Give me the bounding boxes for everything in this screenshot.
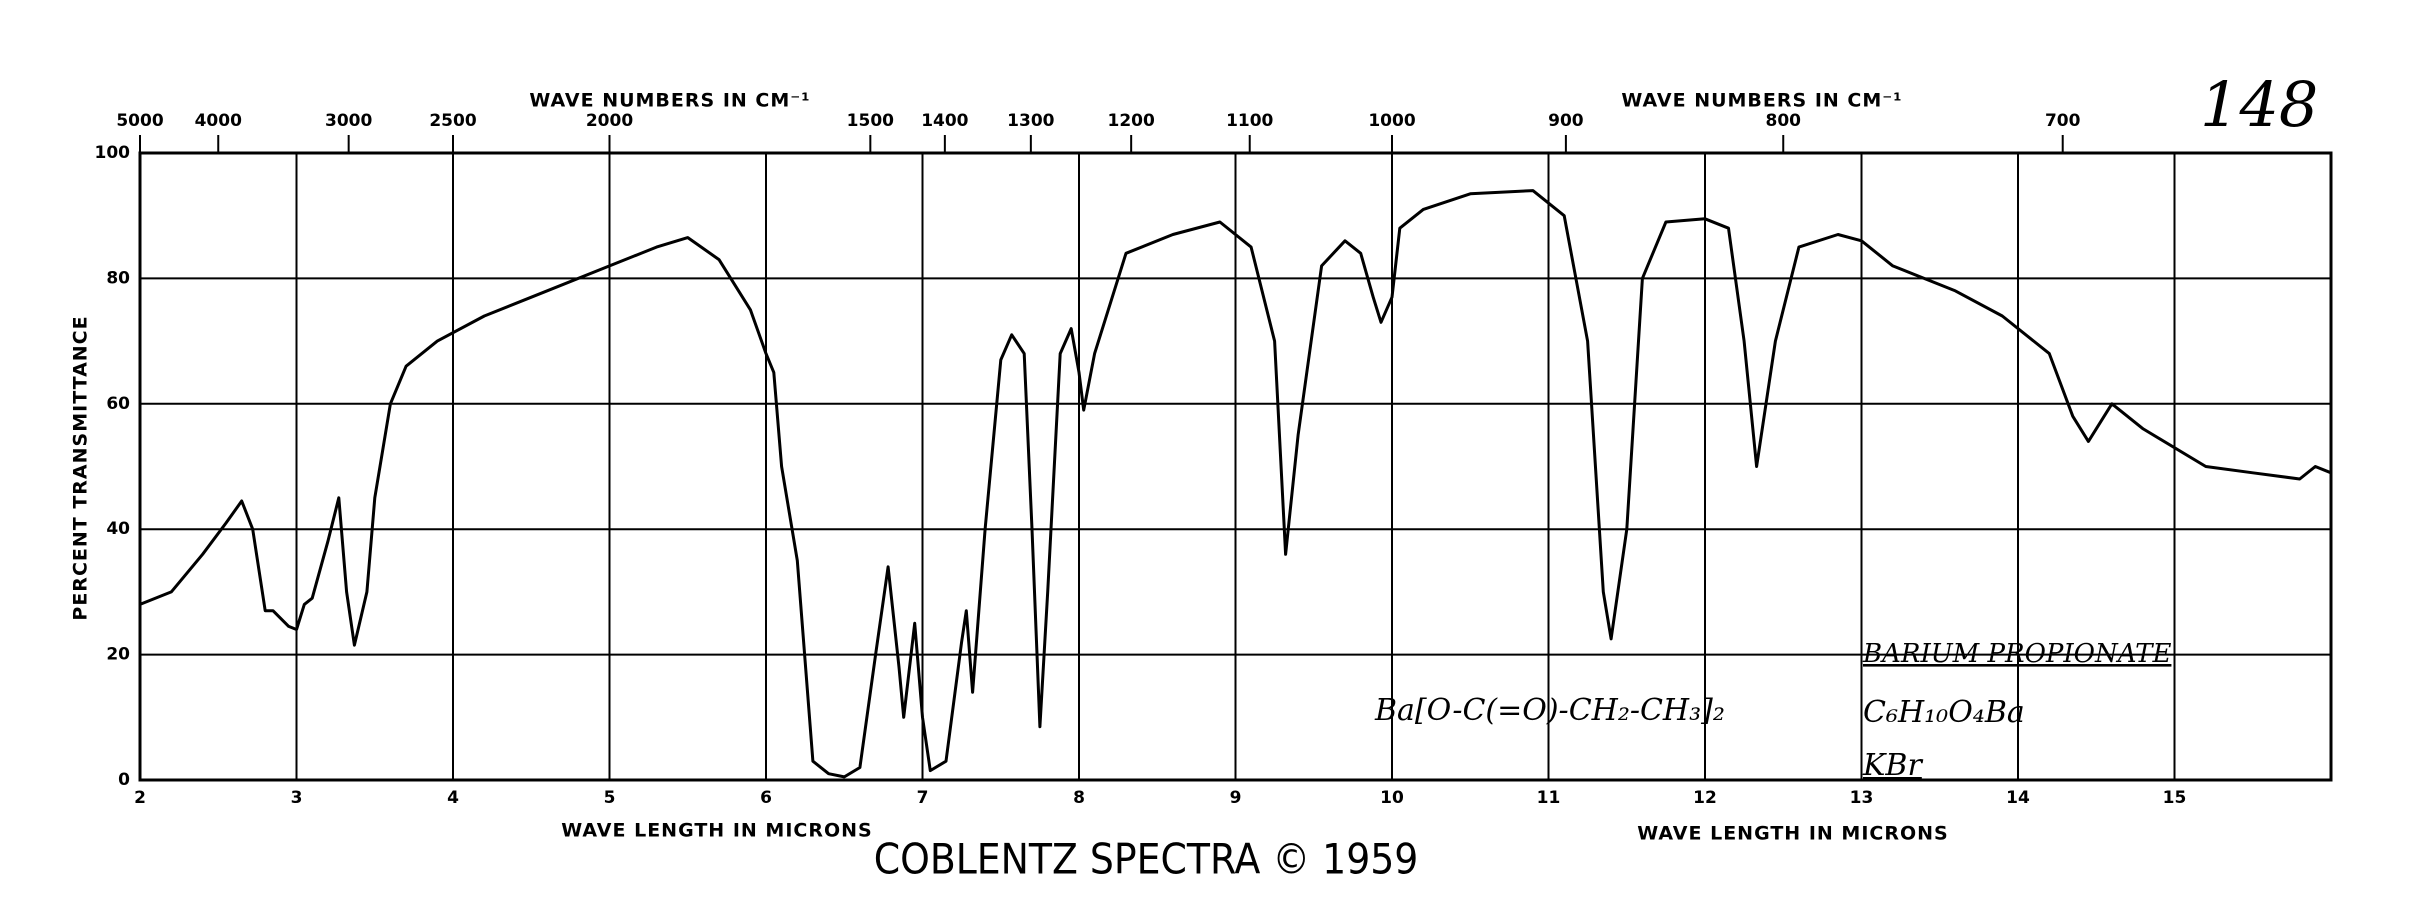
y-tick-label: 80 <box>106 268 130 288</box>
top-tick-label: 5000 <box>116 111 163 131</box>
x-tick-label: 14 <box>2006 788 2030 808</box>
y-axis-label: PERCENT TRANSMITTANCE <box>70 315 92 620</box>
top-tick-label: 900 <box>1548 111 1584 131</box>
x-tick-label: 15 <box>2163 788 2187 808</box>
top-tick-label: 2500 <box>429 111 476 131</box>
top-tick-label: 2000 <box>586 111 633 131</box>
top-tick-label: 1200 <box>1108 111 1155 131</box>
x-tick-label: 3 <box>291 788 303 808</box>
top-axis-label: WAVE NUMBERS IN CM⁻¹ <box>529 90 810 112</box>
x-tick-label: 9 <box>1230 788 1242 808</box>
top-tick-label: 1400 <box>921 111 968 131</box>
x-tick-label: 5 <box>604 788 616 808</box>
y-tick-label: 100 <box>95 143 131 163</box>
top-tick-label: 1100 <box>1226 111 1273 131</box>
y-tick-label: 60 <box>106 394 130 414</box>
annotation: 148 <box>2200 68 2318 141</box>
annotation: KBr <box>1862 748 1923 783</box>
x-tick-label: 7 <box>917 788 929 808</box>
x-axis-label: WAVE LENGTH IN MICRONS <box>561 820 872 842</box>
x-tick-label: 11 <box>1537 788 1561 808</box>
y-tick-label: 0 <box>118 770 130 790</box>
spectrum-line <box>139 189 2332 779</box>
x-tick-label: 8 <box>1073 788 1085 808</box>
top-tick-label: 1300 <box>1007 111 1054 131</box>
y-tick-label: 20 <box>106 645 130 665</box>
top-tick-label: 1000 <box>1368 111 1415 131</box>
top-axis-label: WAVE NUMBERS IN CM⁻¹ <box>1621 90 1902 112</box>
x-tick-label: 4 <box>447 788 459 808</box>
top-tick-label: 700 <box>2045 111 2081 131</box>
top-tick-label: 1500 <box>847 111 894 131</box>
top-tick-label: 800 <box>1766 111 1802 131</box>
x-tick-label: 2 <box>134 788 146 808</box>
annotation: C₆H₁₀O₄Ba <box>1863 695 2025 730</box>
y-tick-label: 40 <box>106 519 130 539</box>
x-tick-label: 13 <box>1850 788 1874 808</box>
x-tick-label: 10 <box>1380 788 1404 808</box>
top-tick-label: 3000 <box>325 111 372 131</box>
x-axis-label: WAVE LENGTH IN MICRONS <box>1637 823 1948 845</box>
top-tick-label: 4000 <box>195 111 242 131</box>
x-tick-label: 6 <box>760 788 772 808</box>
chart-title: COBLENTZ SPECTRA © 1959 <box>874 835 1419 884</box>
plot-frame <box>138 151 2333 782</box>
x-tick-label: 12 <box>1693 788 1717 808</box>
